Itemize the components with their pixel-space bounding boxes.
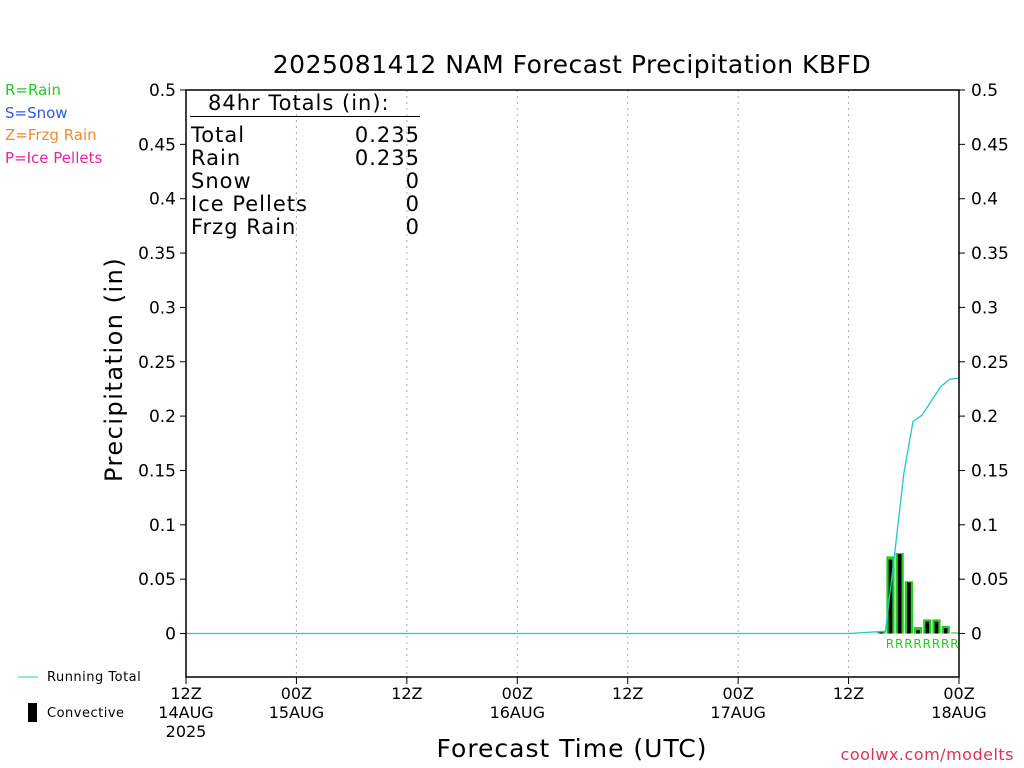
legend-rain: R=Rain: [5, 81, 61, 99]
y-tick-label-right: 0.25: [971, 353, 1009, 373]
y-tick-label-left: 0.1: [149, 516, 176, 536]
totals-label: Rain: [191, 146, 242, 170]
chart-title: 2025081412 NAM Forecast Precipitation KB…: [272, 50, 872, 79]
totals-label: Frzg Rain: [191, 215, 297, 239]
x-tick-label: 2025: [166, 722, 207, 741]
x-tick-label: 00Z: [502, 684, 533, 703]
x-tick-label: 12Z: [391, 684, 422, 703]
ptype-label: R: [941, 637, 949, 651]
x-tick-label: 12Z: [833, 684, 864, 703]
totals-underline: [190, 116, 420, 117]
totals-value: 0.235: [354, 146, 420, 170]
totals-value: 0.235: [354, 123, 420, 147]
bars: [877, 553, 959, 634]
grid-lines: [295, 90, 850, 677]
plot-frame: [185, 89, 960, 678]
ptype-label: R: [950, 637, 958, 651]
y-tick-label-left: 0.15: [138, 461, 176, 481]
legend-ice-pellets: P=Ice Pellets: [5, 149, 103, 167]
y-tick-label-right: 0.15: [971, 461, 1009, 481]
y-tick-label-right: 0.1: [971, 516, 998, 536]
x-tick-label: 12Z: [612, 684, 643, 703]
convective-bar: [943, 628, 948, 634]
credit-text: coolwx.com/modelts: [840, 745, 1014, 764]
totals-label: Snow: [191, 169, 252, 193]
convective-bar: [925, 621, 930, 634]
convective-bar: [897, 554, 902, 634]
x-tick-label: 18AUG: [931, 703, 986, 722]
convective-bar: [879, 632, 884, 634]
x-tick-label: 15AUG: [269, 703, 324, 722]
totals-value: 0: [405, 169, 420, 193]
ptype-label: R: [932, 637, 940, 651]
legend-snow: S=Snow: [5, 104, 68, 122]
convective-bar: [934, 621, 939, 634]
y-axis-ticks: 0 00.05 0.050.1 0.10.15 0.150.2 0.20.25 0.250.…: [138, 81, 1009, 645]
convective-legend-label: Convective: [47, 706, 125, 721]
y-tick-label-left: 0: [165, 625, 176, 645]
y-tick-label-right: 0.4: [971, 190, 998, 210]
running-total-line: [186, 377, 960, 635]
convective-bar: [907, 582, 911, 634]
totals-label: Total: [191, 123, 246, 147]
ptype-label: R: [904, 637, 912, 651]
running-total-line-group: [186, 377, 960, 635]
convective-bar: [888, 559, 893, 634]
x-axis-label: Forecast Time (UTC): [436, 734, 708, 763]
y-tick-label-left: 0.5: [149, 81, 176, 101]
y-tick-label-right: 0: [971, 625, 982, 645]
totals-header: 84hr Totals (in):: [208, 91, 390, 115]
y-tick-label-left: 0.3: [149, 298, 176, 318]
ptype-label: R: [913, 637, 921, 651]
totals-label: Ice Pellets: [191, 192, 308, 216]
convective-bar: [916, 630, 920, 634]
y-tick-label-right: 0.05: [971, 570, 1009, 590]
x-tick-label: 00Z: [943, 684, 974, 703]
totals-value: 0: [405, 192, 420, 216]
y-axis-label: Precipitation (in): [100, 256, 128, 482]
y-tick-label-left: 0.2: [149, 407, 176, 427]
totals-value: 0: [405, 215, 420, 239]
x-tick-label: 14AUG: [158, 703, 213, 722]
ptype-label: R: [923, 637, 931, 651]
running-total-legend-label: Running Total: [47, 670, 142, 685]
rain-bar: [950, 632, 959, 634]
y-tick-label-left: 0.4: [149, 190, 176, 210]
x-tick-label: 00Z: [722, 684, 753, 703]
y-tick-label-right: 0.5: [971, 81, 998, 101]
y-tick-label-left: 0.05: [138, 570, 176, 590]
y-tick-label-right: 0.2: [971, 407, 998, 427]
x-tick-label: 00Z: [281, 684, 312, 703]
convective-legend-swatch: [28, 703, 37, 722]
x-tick-label: 12Z: [170, 684, 201, 703]
y-tick-label-right: 0.45: [971, 135, 1009, 155]
ptype-label: R: [895, 637, 903, 651]
y-tick-label-left: 0.45: [138, 135, 176, 155]
x-tick-label: 17AUG: [710, 703, 765, 722]
y-tick-label-left: 0.25: [138, 353, 176, 373]
y-tick-label-right: 0.3: [971, 298, 998, 318]
y-tick-label-left: 0.35: [138, 244, 176, 264]
x-tick-label: 16AUG: [490, 703, 545, 722]
ptype-label: R: [886, 637, 894, 651]
legend-frzg-rain: Z=Frzg Rain: [5, 126, 97, 144]
y-tick-label-right: 0.35: [971, 244, 1009, 264]
